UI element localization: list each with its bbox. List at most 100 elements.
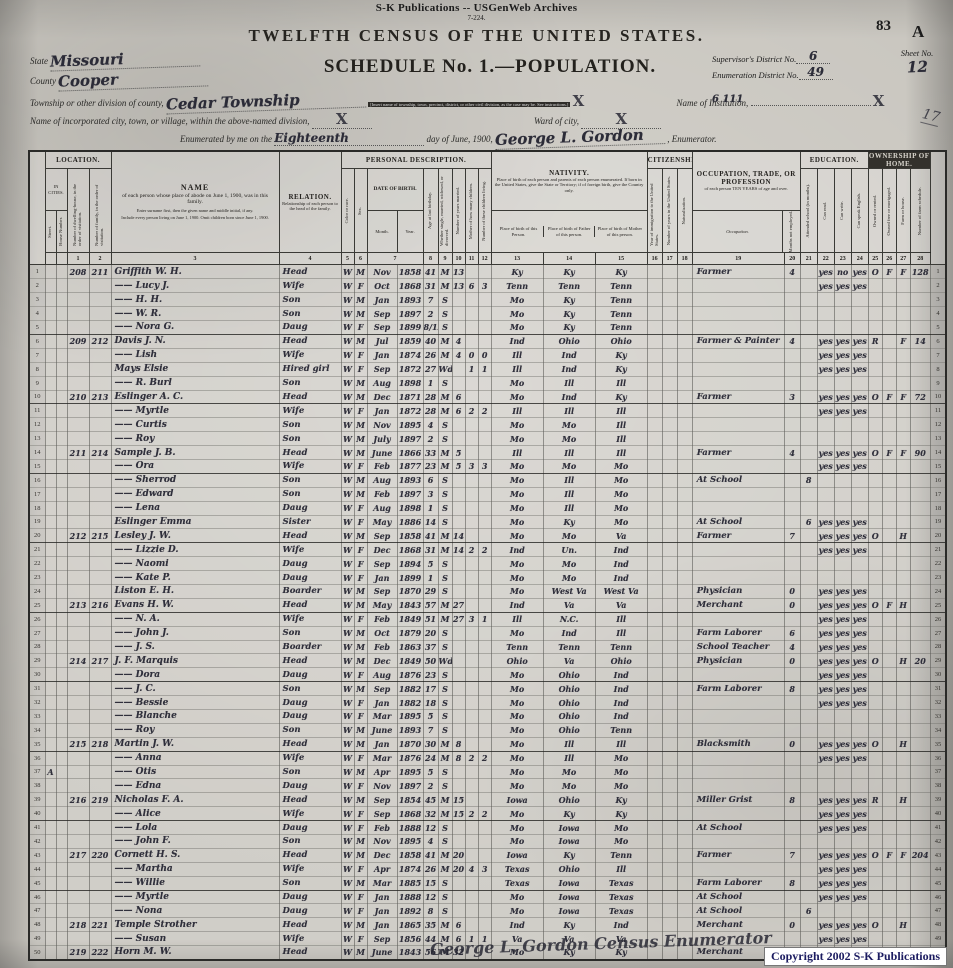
- cell-by: 1877: [397, 459, 424, 474]
- cell-own: [867, 862, 883, 877]
- record-row: 22 —— Naomi Daug W F Sep 1894 5 S Mo Mo Ind 22: [28, 556, 947, 572]
- cell-wr: yes: [834, 362, 852, 377]
- cell-wr: no: [834, 264, 852, 280]
- cell-rel: Head: [278, 598, 342, 613]
- cell-street: [44, 445, 57, 460]
- cell-house: [56, 876, 68, 891]
- record-row: 37 A —— Otis Son W M Apr 1895 5 S Mo Mo Mo 37: [28, 765, 947, 780]
- cell-wr: [834, 834, 852, 849]
- cell-sex: F: [354, 320, 368, 335]
- cell-fh: [896, 681, 911, 697]
- cell-own: [867, 931, 883, 947]
- cell-rel: Head: [278, 653, 342, 669]
- colnum-16: 16: [646, 252, 663, 266]
- cell-bm: Jan: [367, 570, 398, 585]
- cell-race: W: [340, 862, 355, 877]
- month-header: Month.: [366, 209, 398, 254]
- cell-rd: yes: [817, 862, 835, 877]
- cell-fam: 212: [89, 334, 112, 349]
- cell-pf: Ind: [543, 348, 596, 363]
- cell-imm: [646, 431, 663, 447]
- cell-mar: S: [438, 667, 453, 683]
- cell-fsn: [910, 528, 931, 544]
- cell-sch: [799, 445, 818, 460]
- cell-house: [56, 890, 68, 905]
- cell-sp: [851, 376, 869, 391]
- cell-sex: F: [354, 667, 368, 683]
- record-row: 17 —— Edward Son W M Feb 1897 3 S Mo Ill Mo 17: [28, 487, 947, 502]
- cell-sex: M: [354, 417, 368, 433]
- cell-fam: [89, 417, 112, 433]
- cell-fh: [896, 515, 911, 530]
- cell-fam: [89, 292, 112, 308]
- cell-street: [44, 862, 57, 877]
- cell-ym: [452, 501, 466, 516]
- cell-street: [44, 806, 57, 822]
- cell-pm: Ind: [595, 917, 648, 933]
- cell-sex: M: [354, 528, 368, 544]
- cell-wr: [834, 417, 852, 433]
- cell-pf: Ky: [543, 848, 596, 863]
- cell-age: 30: [423, 737, 439, 752]
- line-number: 5: [929, 320, 947, 335]
- cell-yus: [662, 931, 678, 947]
- cell-name: —— N. A.: [110, 612, 280, 627]
- cell-pf: Iowa: [543, 820, 596, 835]
- cell-wr: yes: [834, 931, 852, 947]
- cell-house: [56, 917, 68, 933]
- line-number: 49: [929, 931, 947, 947]
- cell-by: 1882: [397, 695, 424, 710]
- cell-fh: [896, 376, 911, 391]
- cell-fam: [89, 820, 112, 835]
- cell-mb: 4: [465, 862, 479, 877]
- cell-race: W: [340, 292, 355, 308]
- record-row: 49 —— Susan Wife W F Sep 1856 44 M 6 1 1 Va Va Va yes ye…: [28, 931, 947, 947]
- cell-age: 6: [423, 473, 439, 488]
- cell-rel: Son: [278, 473, 342, 488]
- cell-by: 1868: [397, 278, 424, 294]
- citizenship-group-title: CITIZENSHIP.: [646, 150, 693, 169]
- cell-pb: Ill: [490, 612, 544, 627]
- cell-fm: [882, 515, 897, 530]
- cell-age: 5: [423, 765, 439, 780]
- cell-fm: [882, 695, 897, 710]
- cell-age: 15: [423, 876, 439, 891]
- cell-ym: 8: [452, 737, 466, 752]
- cell-fam: [89, 515, 112, 530]
- cell-name: —— Blanche: [110, 709, 280, 724]
- cell-occ: [691, 292, 785, 308]
- cell-sch: [799, 612, 818, 627]
- enumerated-line: Enumerated by me on the Eighteenth day o…: [180, 125, 880, 150]
- cell-fsn: [910, 876, 931, 891]
- cell-dw: [67, 278, 90, 294]
- cell-fam: 215: [89, 528, 112, 544]
- cell-by: 1854: [397, 792, 424, 808]
- cell-ml: 0: [478, 348, 492, 363]
- cell-ym: [452, 556, 466, 572]
- cell-pf: Ill: [543, 403, 596, 419]
- cell-fh: [896, 556, 911, 572]
- cell-rd: [817, 778, 835, 794]
- cell-ml: 2: [478, 542, 492, 558]
- colnum-25: 25: [867, 252, 883, 266]
- cell-house: [56, 417, 68, 433]
- cell-rd: [817, 487, 835, 502]
- cell-sp: [851, 834, 869, 849]
- cell-fm: [882, 542, 897, 558]
- cell-nat: [677, 362, 693, 377]
- nativity-sub: Place of birth of each person and parent…: [494, 177, 644, 193]
- cell-mar: S: [438, 834, 453, 849]
- cell-bm: Sep: [367, 362, 398, 377]
- family-number-header: Number of family, in the order of visita…: [88, 167, 112, 254]
- cell-own: [867, 834, 883, 849]
- cell-street: [44, 834, 57, 849]
- cell-nat: [677, 681, 693, 697]
- cell-sp: yes: [851, 862, 869, 877]
- record-row: 42 —— John F. Son W M Nov 1895 4 S Mo Iowa Mo 42: [28, 834, 947, 849]
- cell-ml: [478, 945, 492, 961]
- cell-dw: [67, 376, 90, 391]
- cell-sch: 6: [799, 515, 818, 530]
- cell-pm: Mo: [595, 778, 648, 794]
- cell-imm: [646, 584, 663, 599]
- cell-pm: Tenn: [595, 640, 648, 655]
